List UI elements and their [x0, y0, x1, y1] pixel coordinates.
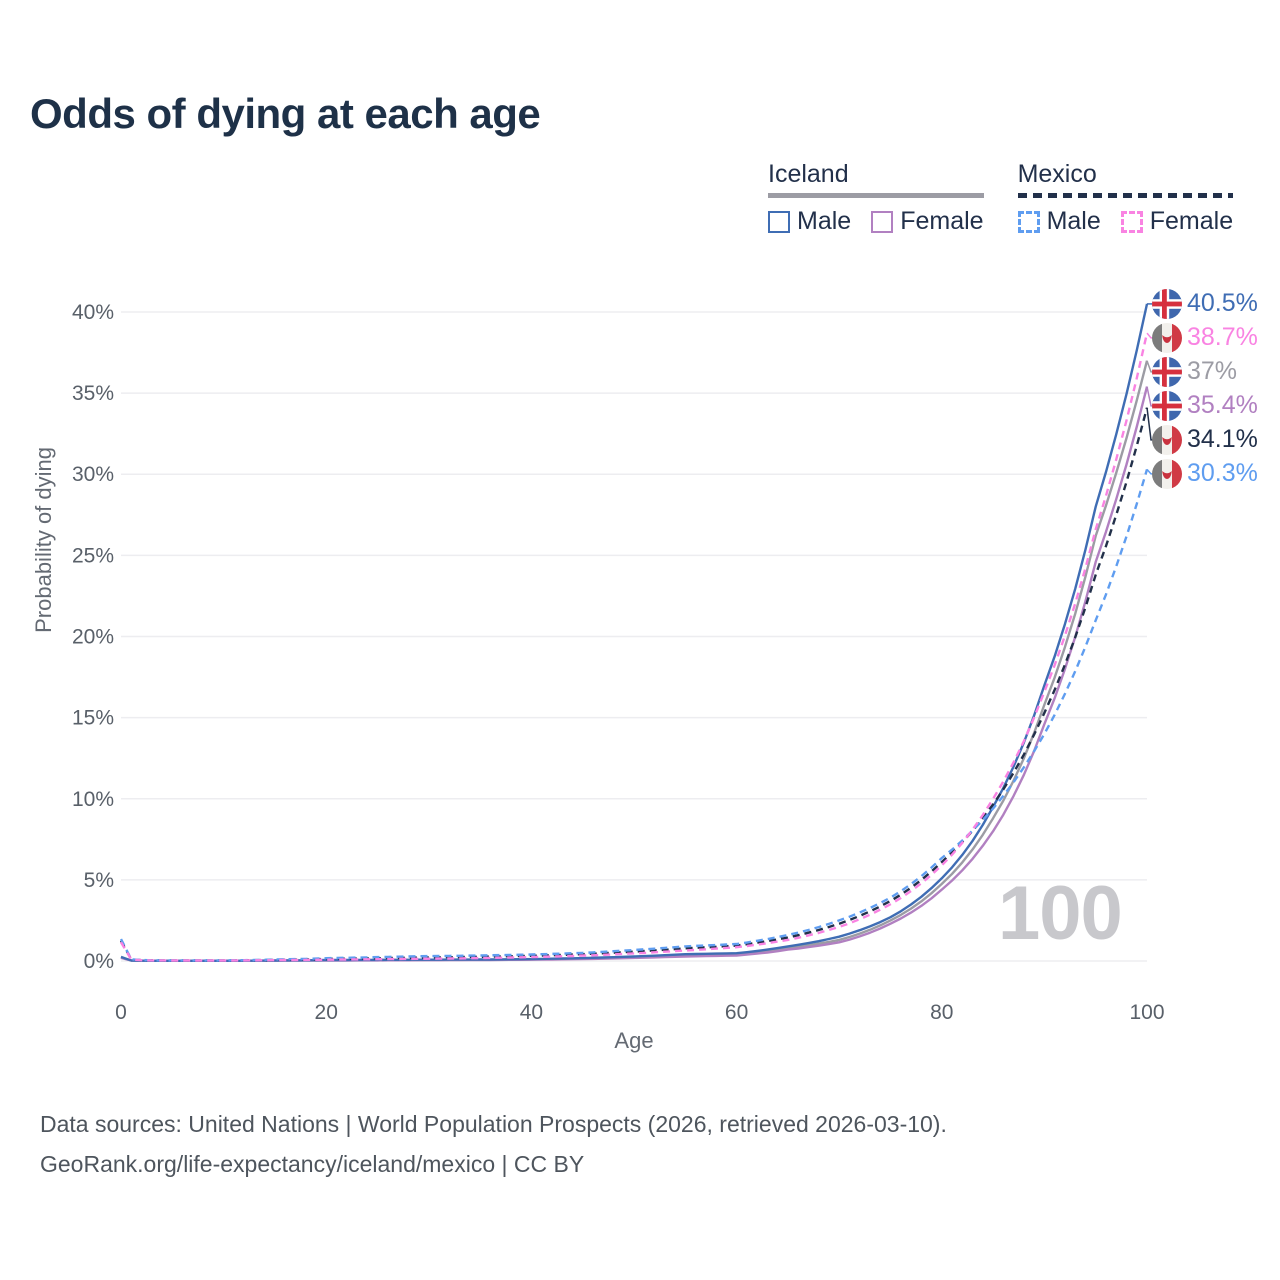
series-line-iceland-both[interactable]	[120, 360, 1149, 962]
x-tick-label: 60	[725, 1001, 748, 1024]
legend-country-iceland: Iceland	[768, 160, 849, 188]
iceland-flag-icon	[1152, 390, 1182, 421]
end-value-label: 37%	[1187, 357, 1238, 386]
mexico-male-swatch-icon	[1017, 210, 1040, 233]
end-label-iceland-male: 40.5%	[1152, 288, 1258, 319]
series-line-mexico-female[interactable]	[119, 332, 1149, 962]
legend-group-mexico: Mexico Male Female	[1017, 160, 1234, 236]
chart-legend: Iceland Male Female Mexico	[768, 160, 1234, 236]
end-value-label: 35.4%	[1187, 391, 1258, 420]
mexico-flag-icon	[1152, 322, 1182, 353]
x-tick-label: 20	[315, 1001, 338, 1024]
x-axis-title: Age	[614, 1028, 654, 1053]
end-value-label: 38.7%	[1187, 323, 1258, 352]
y-tick-label: 40%	[72, 301, 114, 324]
x-tick-label: 80	[930, 1001, 953, 1024]
mexico-line-style-sample	[1017, 193, 1234, 198]
y-tick-label: 30%	[72, 463, 114, 486]
end-label-mexico-male: 30.3%	[1152, 458, 1258, 489]
end-label-iceland-female: 35.4%	[1152, 390, 1258, 421]
y-tick-label: 5%	[84, 869, 114, 892]
series-line-iceland-male[interactable]	[120, 303, 1149, 962]
footer: Data sources: United Nations | World Pop…	[40, 1104, 947, 1185]
iceland-flag-icon	[1152, 288, 1182, 319]
iceland-male-swatch-icon	[768, 210, 790, 233]
legend-item-iceland-male[interactable]: Male	[768, 207, 851, 236]
legend-country-mexico: Mexico	[1017, 160, 1097, 188]
data-sources-text: Data sources: United Nations | World Pop…	[40, 1111, 947, 1137]
y-tick-label: 15%	[72, 707, 114, 730]
series-line-mexico-both[interactable]	[119, 407, 1149, 962]
end-label-mexico-female: 38.7%	[1152, 322, 1258, 353]
iceland-flag-icon	[1152, 356, 1182, 387]
legend-item-iceland-female[interactable]: Female	[871, 207, 984, 236]
legend-label: Male	[797, 207, 852, 235]
y-tick-label: 35%	[72, 382, 114, 405]
legend-group-iceland: Iceland Male Female	[768, 160, 984, 236]
x-tick-label: 100	[1129, 1001, 1164, 1024]
y-tick-label: 25%	[72, 544, 114, 567]
page-title: Odds of dying at each age	[30, 90, 541, 137]
x-tick-label: 0	[115, 1001, 127, 1024]
end-value-label: 34.1%	[1187, 425, 1258, 454]
attribution-text: GeoRank.org/life-expectancy/iceland/mexi…	[40, 1151, 585, 1178]
end-label-iceland-both: 37%	[1152, 356, 1238, 387]
iceland-line-style-sample	[768, 193, 984, 198]
legend-item-mexico-male[interactable]: Male	[1017, 207, 1101, 236]
age-counter-watermark: 100	[998, 871, 1123, 956]
y-tick-label: 10%	[72, 788, 114, 811]
series-line-mexico-male[interactable]	[119, 469, 1149, 962]
legend-label: Male	[1046, 207, 1101, 235]
legend-item-mexico-female[interactable]: Female	[1120, 207, 1234, 236]
mexico-flag-icon	[1152, 424, 1182, 455]
y-tick-label: 20%	[72, 626, 114, 649]
legend-label: Female	[900, 207, 984, 235]
mexico-female-swatch-icon	[1120, 210, 1143, 233]
y-tick-label: 0%	[84, 950, 114, 973]
legend-label: Female	[1149, 207, 1234, 235]
iceland-female-swatch-icon	[871, 210, 894, 233]
end-value-label: 40.5%	[1187, 289, 1258, 318]
mexico-flag-icon	[1152, 458, 1182, 489]
end-value-label: 30.3%	[1187, 459, 1258, 488]
x-tick-label: 40	[520, 1001, 543, 1024]
series-line-iceland-female[interactable]	[120, 386, 1149, 962]
end-label-mexico-both: 34.1%	[1152, 424, 1258, 455]
